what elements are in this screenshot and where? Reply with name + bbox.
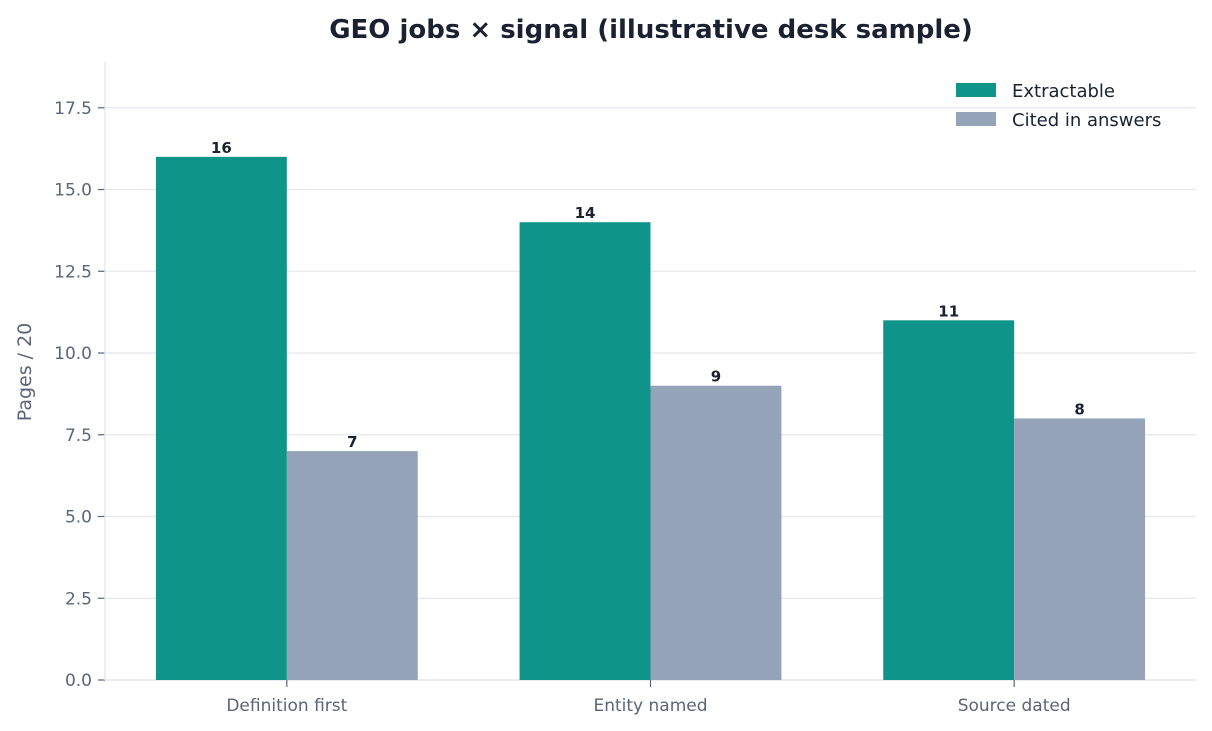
x-tick-label: Source dated (958, 696, 1071, 716)
y-tick-label: 7.5 (65, 426, 92, 446)
bar-value-label: 11 (938, 302, 959, 320)
labels: 16 7 14 9 11 8 (211, 139, 1085, 451)
y-tick-label: 17.5 (54, 99, 92, 119)
y-tick-label: 0.0 (65, 671, 92, 691)
bar (883, 320, 1015, 680)
legend: Extractable Cited in answers (956, 81, 1161, 131)
y-tick-label: 5.0 (65, 508, 92, 528)
bar-value-label: 7 (347, 433, 357, 451)
x-tick-label: Entity named (593, 696, 707, 716)
legend-label: Cited in answers (1012, 110, 1161, 131)
legend-label: Extractable (1012, 81, 1115, 102)
y-tick-label: 15.0 (54, 181, 92, 201)
bar (650, 385, 782, 680)
legend-swatch (956, 83, 996, 97)
bar (1014, 418, 1146, 680)
bar-value-label: 14 (575, 204, 596, 222)
chart-title: GEO jobs × signal (illustrative desk sam… (329, 15, 973, 45)
y-tick-label: 12.5 (54, 262, 92, 282)
bar-value-label: 16 (211, 139, 232, 157)
x-tick-label: Definition first (226, 696, 347, 716)
bar (155, 156, 287, 681)
bar (519, 222, 651, 680)
y-axis-label: Pages / 20 (14, 323, 36, 422)
bar-value-label: 9 (711, 368, 721, 386)
bar (286, 451, 418, 680)
bar-value-label: 8 (1074, 400, 1084, 418)
legend-swatch (956, 112, 996, 126)
y-tick-label: 10.0 (54, 344, 92, 364)
y-tick-label: 2.5 (65, 589, 92, 609)
bars (155, 156, 1146, 681)
